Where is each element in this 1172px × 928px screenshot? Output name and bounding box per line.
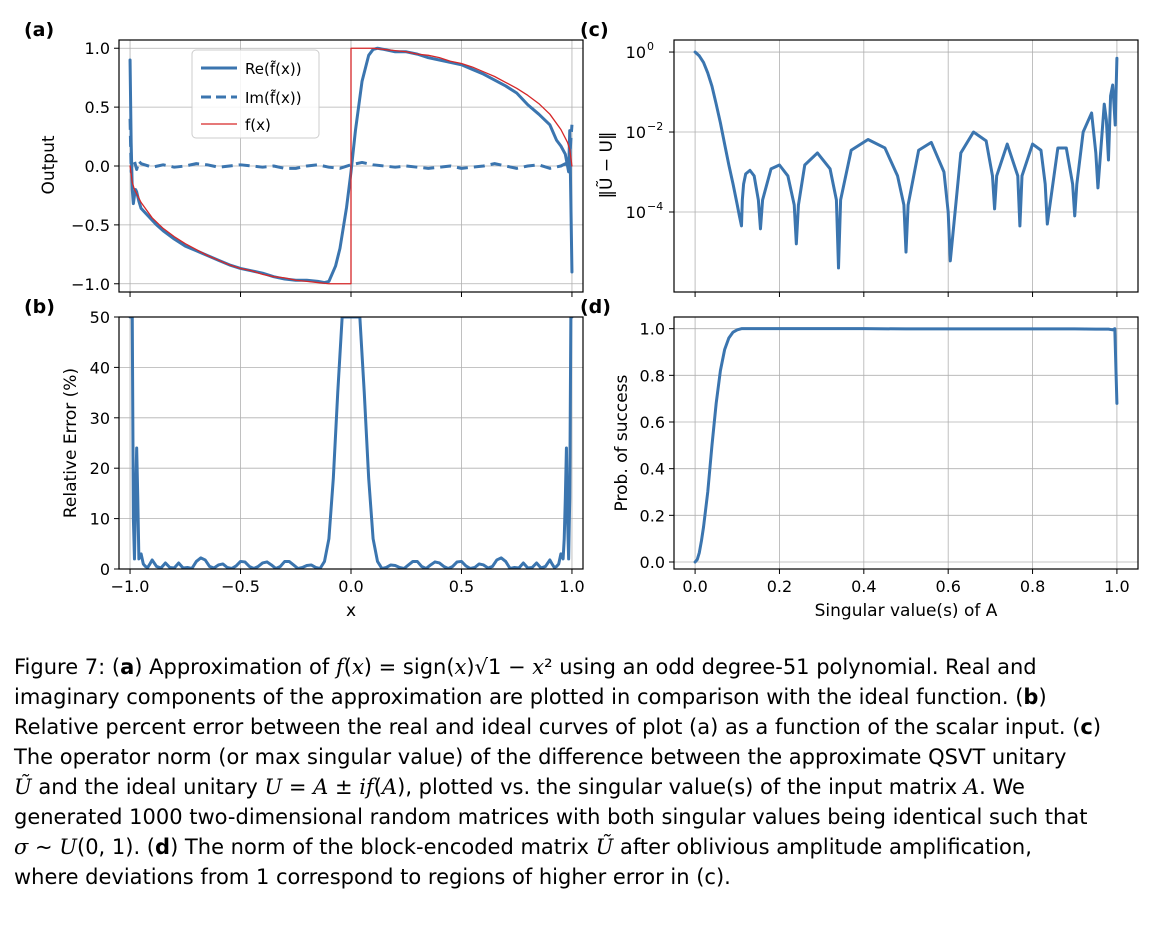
xlabel-b: x	[346, 601, 356, 621]
tick-label-y-a: 1.0	[85, 39, 110, 58]
tick-label-x-b: −1.0	[111, 577, 150, 596]
tick-label-y-b: 20	[90, 459, 110, 478]
axes-frame-d	[673, 316, 1139, 570]
tick-label-y-b: 40	[90, 358, 110, 377]
panel-a-plot: −1.0 −0.5 0.0 0.5 1.0	[71, 39, 584, 297]
tick-label-y-a: −1.0	[71, 275, 110, 294]
panel-b-plot: −1.0 −0.5 0.0 0.5 1.0 0 10 20 30 40 50	[90, 308, 585, 596]
axes-frame-b	[118, 316, 584, 570]
series-group-c	[693, 50, 1119, 270]
tick-exponent-y-c: 0	[647, 40, 654, 53]
tick-label-y-b: 30	[90, 409, 110, 428]
caption-line: The operator norm (or max singular value…	[14, 745, 1067, 769]
tick-label-x-d: 1.0	[1104, 577, 1129, 596]
tick-label-y-c: 10	[626, 43, 646, 62]
ylabel-c: ‖Ũ − U‖	[595, 132, 617, 199]
tick-label-y-d: 0.8	[640, 366, 665, 385]
caption-line: where deviations from 1 correspond to re…	[14, 865, 731, 889]
series-line-b	[128, 317, 574, 569]
legend-label-im: Im(f̃(x))	[245, 88, 302, 107]
tick-label-y-a: −0.5	[71, 216, 110, 235]
series-line-d	[693, 327, 1119, 564]
tick-label-x-d: 0.2	[767, 577, 792, 596]
caption-line: Figure 7: (a) Approximation of f(x) = si…	[14, 655, 1037, 679]
series-line-a	[128, 46, 574, 285]
caption-line: Ũ and the ideal unitary U = A ± if(A), p…	[14, 775, 1025, 799]
panel-label-b: (b)	[24, 296, 55, 318]
tick-label-x-b: 1.0	[559, 577, 584, 596]
tick-label-y-a: 0.0	[85, 157, 110, 176]
caption-line: σ ∼ U(0, 1). (d) The norm of the block-e…	[14, 835, 1032, 859]
tick-label-y-c: 10	[626, 203, 646, 222]
series-line-c	[693, 50, 1119, 270]
legend-label-f: f(x)	[245, 116, 271, 134]
tick-label-x-d: 0.4	[851, 577, 876, 596]
caption-line: Relative percent error between the real …	[14, 715, 1102, 739]
tick-label-y-a: 0.5	[85, 98, 110, 117]
xlabel-d: Singular value(s) of A	[815, 601, 998, 621]
figure-caption: Figure 7: (a) Approximation of f(x) = si…	[14, 652, 1154, 892]
tick-exponent-y-c: −4	[647, 200, 663, 213]
series-group-b	[128, 317, 574, 569]
tick-label-y-d: 0.0	[640, 553, 665, 572]
ylabel-b: Relative Error (%)	[61, 368, 81, 518]
tick-label-y-b: 50	[90, 308, 110, 327]
series-ideal-line	[129, 47, 573, 285]
ylabel-d: Prob. of success	[612, 374, 632, 511]
caption-line: imaginary components of the approximatio…	[14, 685, 1047, 709]
tick-label-x-d: 0.8	[1020, 577, 1045, 596]
figure: (a) (b) (c) (d) Output Relative Error (%…	[24, 19, 1139, 621]
tick-label-y-d: 0.2	[640, 506, 665, 525]
tick-label-y-d: 1.0	[640, 320, 665, 339]
tick-label-y-d: 0.6	[640, 413, 665, 432]
tick-label-x-d: 0.0	[682, 577, 707, 596]
tick-label-y-b: 0	[100, 560, 110, 579]
tick-label-x-d: 0.6	[935, 577, 960, 596]
tick-label-y-c: 10	[626, 123, 646, 142]
series-im-line	[128, 118, 574, 174]
ylabel-a: Output	[39, 135, 59, 194]
legend-label-re: Re(f̃(x))	[245, 59, 302, 78]
tick-label-x-b: −0.5	[221, 577, 260, 596]
caption-line: generated 1000 two-dimensional random ma…	[14, 805, 1088, 829]
axes-frame-a	[118, 39, 584, 293]
tick-label-x-b: 0.0	[338, 577, 363, 596]
series-group-a	[128, 46, 574, 285]
legend: Re(f̃(x)) Im(f̃(x)) f(x)	[191, 49, 320, 139]
panel-label-c: (c)	[580, 19, 609, 41]
legend-frame	[191, 49, 320, 139]
series-group-d	[693, 327, 1119, 564]
panel-label-a: (a)	[24, 19, 54, 41]
tick-label-y-d: 0.4	[640, 460, 665, 479]
panel-label-d: (d)	[580, 296, 611, 318]
tick-exponent-y-c: −2	[647, 120, 663, 133]
tick-label-x-b: 0.5	[449, 577, 474, 596]
axes-frame-c	[673, 39, 1139, 293]
tick-label-y-b: 10	[90, 510, 110, 529]
panel-d-plot: 0.0 0.2 0.4 0.6 0.8 1.0 0.0 0.2 0.4 0.6 0.8 1.0	[640, 316, 1139, 596]
